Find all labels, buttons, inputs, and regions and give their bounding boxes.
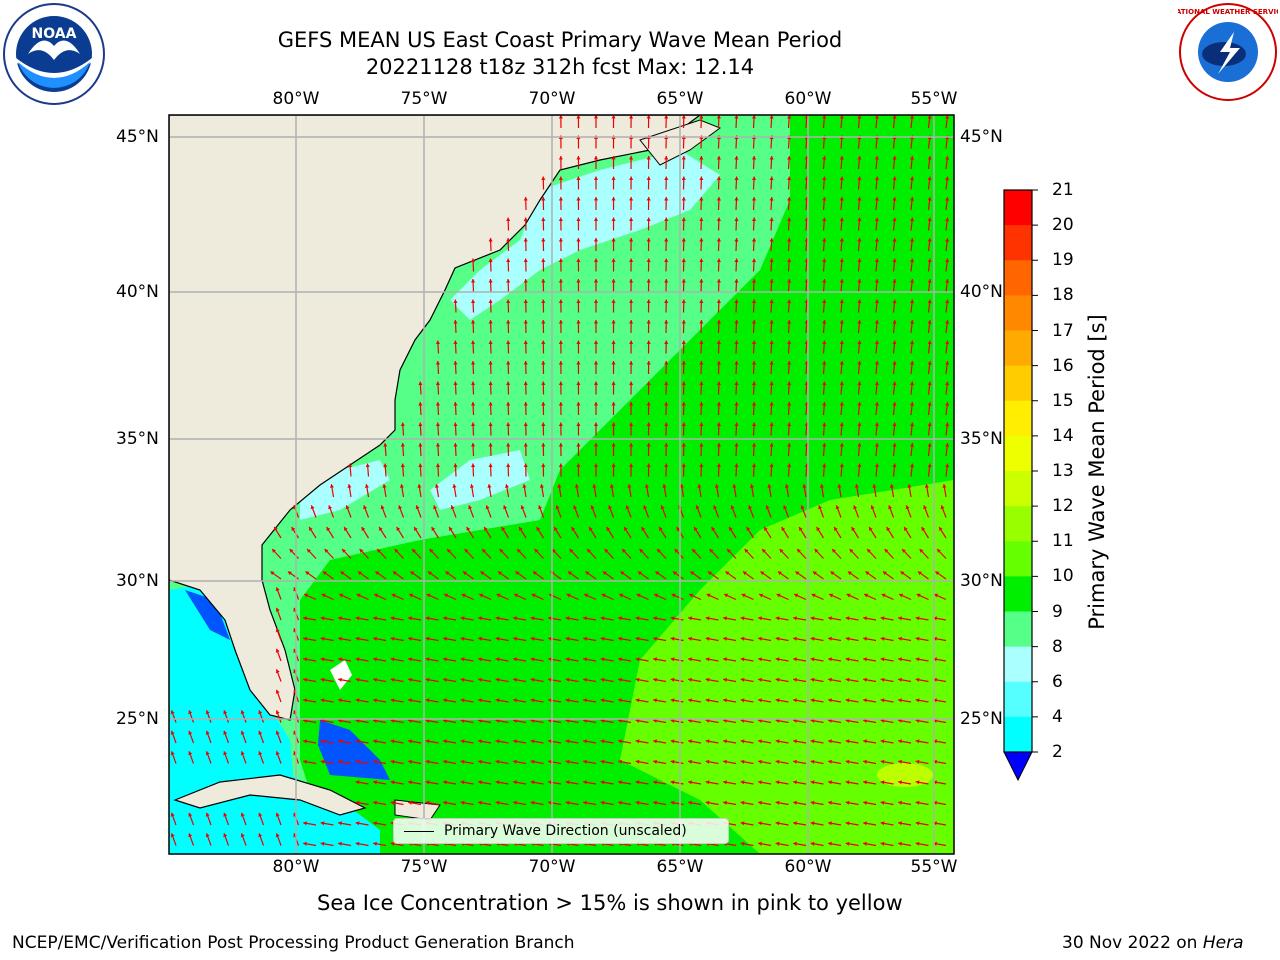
footer-branch: NCEP/EMC/Verification Post Processing Pr… bbox=[12, 933, 575, 953]
colorbar-label: Primary Wave Mean Period [s] bbox=[1085, 314, 1109, 630]
north-america-land bbox=[169, 115, 701, 721]
colorbar-tick-label: 16 bbox=[1052, 355, 1074, 376]
lat-tick-left-35n: 35°N bbox=[116, 429, 159, 449]
nws-logo: NATIONAL WEATHER SERVICE bbox=[1170, 2, 1280, 106]
colorbar-tick-label: 19 bbox=[1052, 250, 1074, 271]
lon-tick-top-60w: 60°W bbox=[784, 89, 832, 109]
chart-title: GEFS MEAN US East Coast Primary Wave Mea… bbox=[277, 28, 843, 52]
lon-tick-bottom-80w: 80°W bbox=[272, 857, 320, 877]
colorbar-tick-label: 13 bbox=[1052, 461, 1074, 481]
footer-host: Hera bbox=[1202, 933, 1244, 953]
nws-logo-text: NATIONAL WEATHER SERVICE bbox=[1178, 8, 1278, 16]
map-legend: Primary Wave Direction (unscaled) bbox=[393, 818, 729, 844]
sea-ice-note: Sea Ice Concentration > 15% is shown in … bbox=[317, 891, 903, 915]
lat-tick-right-25n: 25°N bbox=[960, 709, 1003, 729]
lat-tick-left-45n: 45°N bbox=[116, 127, 159, 147]
map-frame bbox=[168, 114, 955, 855]
lon-tick-bottom-55w: 55°W bbox=[910, 857, 958, 877]
cuba-land bbox=[173, 774, 367, 816]
chart-subtitle: 20221128 t18z 312h fcst Max: 12.14 bbox=[365, 55, 755, 79]
legend-label: Primary Wave Direction (unscaled) bbox=[444, 823, 687, 839]
lat-lon-grid bbox=[169, 115, 954, 854]
bahamas-blue bbox=[318, 720, 390, 780]
noaa-logo-text: NOAA bbox=[32, 26, 77, 42]
lon-tick-bottom-60w: 60°W bbox=[784, 857, 832, 877]
lat-tick-right-30n: 30°N bbox=[960, 571, 1003, 591]
colorbar-tick-label: 11 bbox=[1052, 531, 1074, 552]
lat-tick-left-40n: 40°N bbox=[116, 282, 159, 302]
colorbar-tick-label: 10 bbox=[1052, 566, 1074, 587]
ocean-8-9s-gulf-of-maine bbox=[450, 150, 720, 320]
colorbar-tick-label: 21 bbox=[1052, 180, 1074, 200]
ocean-8-9s-carolina bbox=[300, 460, 390, 520]
colorbar-tick-label: 20 bbox=[1052, 215, 1074, 236]
lat-tick-left-30n: 30°N bbox=[116, 571, 159, 591]
lat-tick-right-45n: 45°N bbox=[960, 127, 1003, 147]
lon-tick-bottom-70w: 70°W bbox=[528, 857, 576, 877]
legend-line-swatch bbox=[404, 831, 434, 832]
lon-tick-bottom-65w: 65°W bbox=[656, 857, 704, 877]
wave-direction-arrows bbox=[170, 115, 950, 847]
lon-tick-top-65w: 65°W bbox=[656, 89, 704, 109]
colorbar-tick-label: 15 bbox=[1052, 390, 1074, 411]
colorbar-tick-label: 9 bbox=[1052, 601, 1063, 622]
footer-date: 30 Nov 2022 on Hera bbox=[1062, 933, 1244, 953]
colorbar-tick-label: 17 bbox=[1052, 320, 1074, 341]
colorbar-tick-label: 12 bbox=[1052, 496, 1074, 517]
lon-tick-bottom-75w: 75°W bbox=[400, 857, 448, 877]
lat-tick-left-25n: 25°N bbox=[116, 709, 159, 729]
bahamas-bank bbox=[330, 660, 352, 690]
lon-tick-top-55w: 55°W bbox=[910, 89, 958, 109]
colorbar-tick-label: 2 bbox=[1052, 742, 1063, 762]
lon-tick-top-75w: 75°W bbox=[400, 89, 448, 109]
lat-tick-right-40n: 40°N bbox=[960, 282, 1003, 302]
gulf-blue-strip bbox=[185, 590, 230, 640]
colorbar-tick-label: 4 bbox=[1052, 706, 1063, 727]
noaa-logo: NOAA bbox=[2, 2, 106, 110]
ocean-11-12s bbox=[620, 480, 954, 854]
lat-tick-right-35n: 35°N bbox=[960, 429, 1003, 449]
colorbar-tick-label: 6 bbox=[1052, 671, 1063, 692]
colorbar-tick-label: 8 bbox=[1052, 636, 1063, 657]
lon-tick-top-70w: 70°W bbox=[528, 89, 576, 109]
colorbar-tick-label: 14 bbox=[1052, 425, 1074, 446]
lon-tick-top-80w: 80°W bbox=[272, 89, 320, 109]
colorbar-tick-label: 18 bbox=[1052, 285, 1074, 306]
ocean-8-9s-patch bbox=[430, 450, 530, 510]
footer-date-text: 30 Nov 2022 on bbox=[1062, 933, 1203, 953]
